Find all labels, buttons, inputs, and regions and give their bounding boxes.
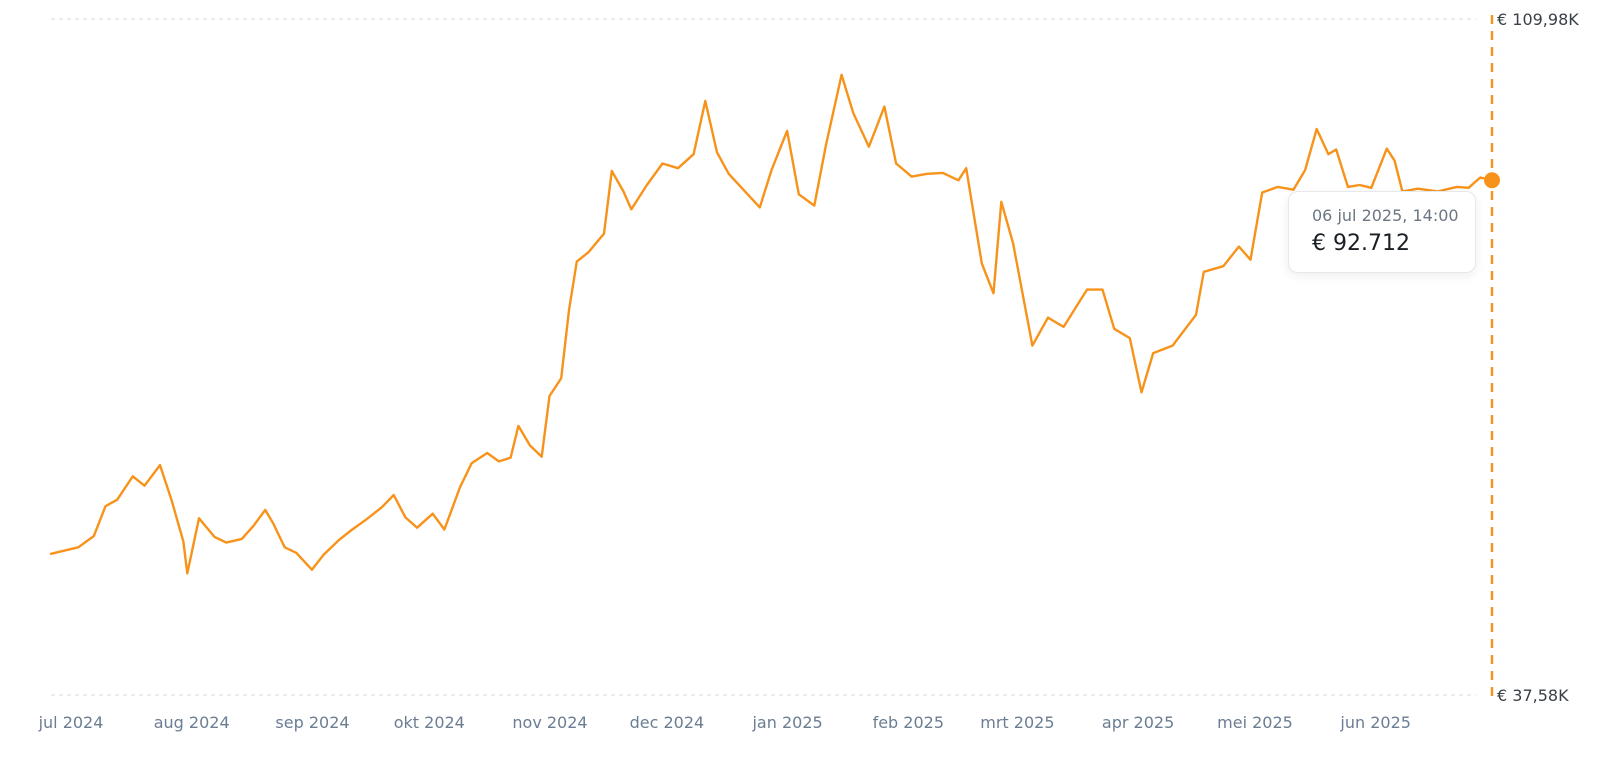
x-tick-label: jun 2025 — [1339, 713, 1411, 732]
x-tick-label: mrt 2025 — [980, 713, 1054, 732]
x-tick-label: dec 2024 — [630, 713, 705, 732]
x-tick-label: feb 2025 — [873, 713, 944, 732]
x-axis-ticks: jul 2024 aug 2024 sep 2024 okt 2024 nov 2024… — [38, 713, 1411, 732]
y-max-label: € 109,98K — [1497, 10, 1579, 29]
x-tick-label: sep 2024 — [275, 713, 349, 732]
x-tick-label: nov 2024 — [512, 713, 587, 732]
tooltip-value: € 92.712 — [1312, 231, 1410, 256]
x-tick-label: okt 2024 — [394, 713, 465, 732]
hover-point[interactable] — [1484, 172, 1500, 189]
price-line — [49, 73, 1494, 575]
x-tick-label: jul 2024 — [38, 713, 104, 732]
price-tooltip: 06 jul 2025, 14:00 € 92.712 — [1288, 191, 1476, 273]
x-tick-label: mei 2025 — [1217, 713, 1293, 732]
tooltip-date: 06 jul 2025, 14:00 — [1312, 206, 1459, 225]
x-tick-label: aug 2024 — [154, 713, 230, 732]
x-tick-label: jan 2025 — [751, 713, 822, 732]
y-min-label: € 37,58K — [1497, 686, 1569, 705]
x-tick-label: apr 2025 — [1102, 713, 1174, 732]
